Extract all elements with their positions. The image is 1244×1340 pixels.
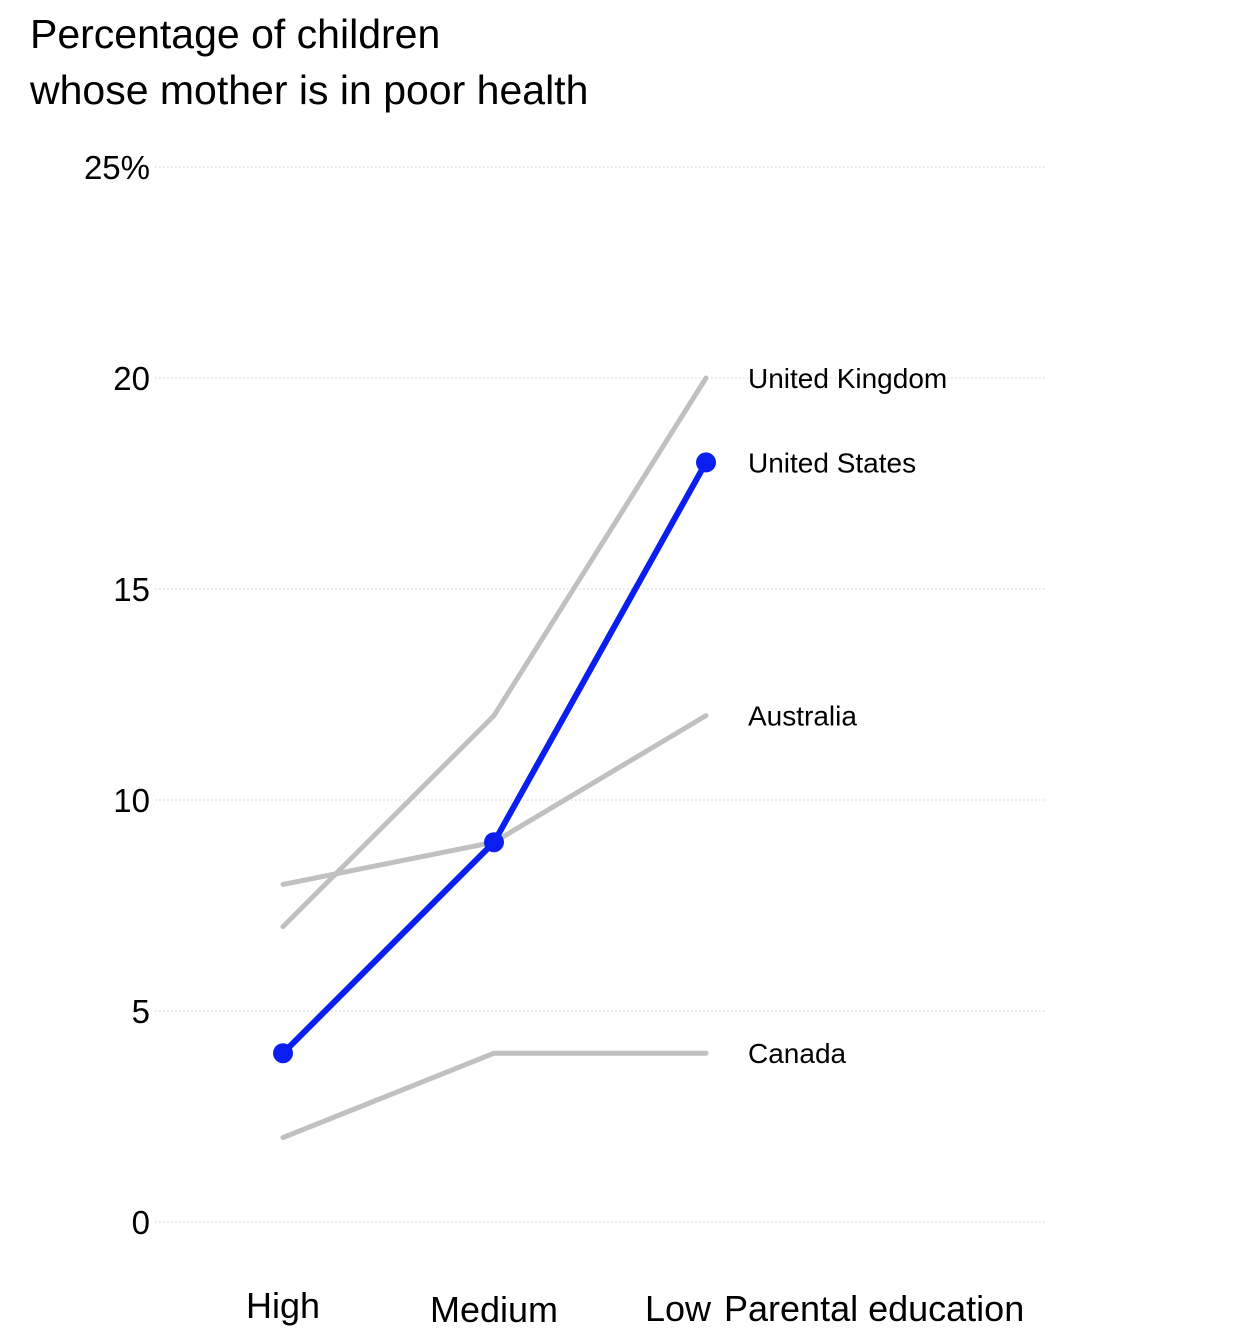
y-tick-label: 5	[132, 993, 150, 1030]
data-point-united-states	[696, 452, 716, 473]
x-axis-label: Parental education	[724, 1288, 1024, 1329]
series-labels: United Kingdom Australia Canada United Stat…	[748, 363, 947, 1069]
y-axis-ticks: 0 5 10 15 20 25%	[84, 149, 150, 1241]
series-line-australia	[280, 713, 709, 887]
series-lines	[273, 375, 716, 1141]
data-point-united-states	[484, 832, 504, 853]
series-label-united-kingdom: United Kingdom	[748, 363, 947, 394]
series-line-united-states	[280, 459, 709, 1057]
series-label-united-states: United States	[748, 447, 916, 478]
x-tick-label: Low	[645, 1288, 712, 1329]
y-tick-label: 0	[132, 1204, 150, 1241]
series-line-united-kingdom	[280, 375, 709, 930]
gridlines	[155, 166, 1045, 1223]
x-tick-label: Medium	[430, 1289, 558, 1330]
series-label-canada: Canada	[748, 1038, 847, 1069]
x-axis-ticks: High Medium Low Parental education	[246, 1285, 1024, 1330]
chart-title-line-2: whose mother is in poor health	[30, 67, 589, 113]
series-label-australia: Australia	[748, 701, 857, 732]
series-line-canada	[280, 1050, 709, 1141]
data-point-united-states	[273, 1043, 293, 1064]
y-tick-label: 10	[113, 782, 150, 819]
chart-title: Percentage of children whose mother is i…	[30, 6, 588, 118]
y-tick-label: 15	[113, 571, 150, 608]
y-tick-label: 25%	[84, 149, 150, 186]
y-tick-label: 20	[113, 360, 150, 397]
chart-title-line-1: Percentage of children	[30, 11, 441, 57]
x-tick-label: High	[246, 1285, 320, 1326]
